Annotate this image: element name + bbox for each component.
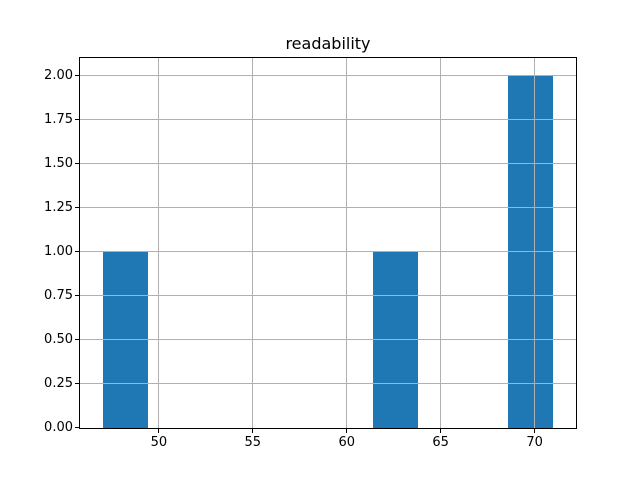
grid-line-vertical xyxy=(346,58,348,428)
y-tick-mark xyxy=(75,119,79,121)
grid-layer xyxy=(80,58,576,428)
x-tick-label: 50 xyxy=(150,434,168,450)
x-tick-label: 70 xyxy=(526,434,543,450)
grid-line-vertical xyxy=(440,58,442,428)
plot-area xyxy=(79,57,577,429)
grid-line-vertical xyxy=(534,58,536,428)
y-tick-mark xyxy=(75,163,79,165)
x-tick-mark xyxy=(440,428,442,433)
y-tick-mark xyxy=(75,339,79,341)
y-tick-label: 0.25 xyxy=(44,375,73,391)
grid-line-horizontal xyxy=(80,339,576,341)
grid-line-horizontal xyxy=(80,163,576,165)
grid-line-horizontal xyxy=(80,251,576,253)
grid-line-horizontal xyxy=(80,295,576,297)
y-tick-mark xyxy=(75,427,79,429)
grid-line-horizontal xyxy=(80,207,576,209)
y-tick-label: 0.00 xyxy=(44,419,73,435)
y-tick-label: 1.25 xyxy=(44,199,73,215)
y-tick-label: 2.00 xyxy=(44,67,73,83)
x-tick-mark xyxy=(252,428,254,433)
x-tick-label: 60 xyxy=(338,434,356,450)
y-tick-label: 0.50 xyxy=(44,331,73,347)
grid-line-horizontal xyxy=(80,119,576,121)
grid-line-vertical xyxy=(252,58,254,428)
y-tick-mark xyxy=(75,383,79,385)
y-tick-mark xyxy=(75,75,79,77)
x-tick-mark xyxy=(158,428,160,433)
y-tick-label: 0.75 xyxy=(44,287,73,303)
y-tick-label: 1.00 xyxy=(44,243,73,259)
y-tick-mark xyxy=(75,251,79,253)
x-tick-mark xyxy=(534,428,536,433)
x-tick-mark xyxy=(346,428,348,433)
y-tick-mark xyxy=(75,207,79,209)
y-tick-label: 1.50 xyxy=(44,155,73,171)
x-tick-label: 55 xyxy=(244,434,262,450)
y-tick-mark xyxy=(75,295,79,297)
grid-line-horizontal xyxy=(80,383,576,385)
grid-line-horizontal xyxy=(80,75,576,77)
y-tick-label: 1.75 xyxy=(44,111,73,127)
chart-title: readability xyxy=(285,34,371,53)
grid-line-vertical xyxy=(158,58,160,428)
x-tick-label: 65 xyxy=(432,434,449,450)
